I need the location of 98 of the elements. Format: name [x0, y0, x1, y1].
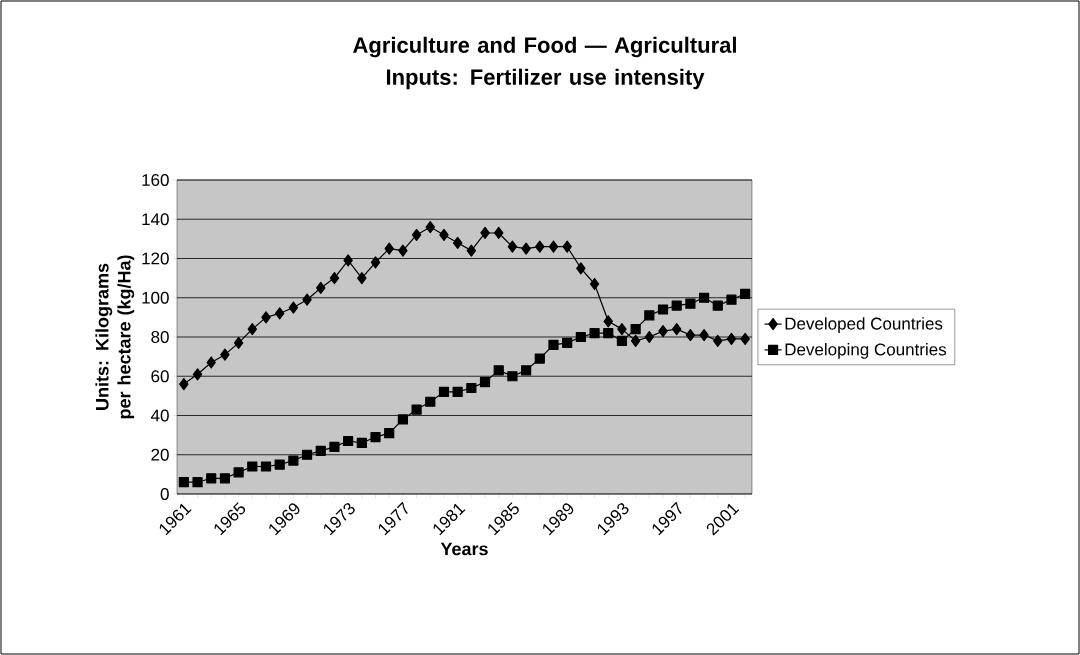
y-tick-label: 60 — [151, 370, 169, 383]
point — [644, 330, 655, 344]
point — [357, 272, 367, 285]
point — [521, 242, 531, 255]
point — [220, 348, 230, 361]
point — [247, 323, 258, 336]
point — [398, 244, 408, 257]
point — [384, 428, 395, 439]
point — [452, 236, 463, 249]
point — [192, 477, 203, 488]
y-axis-title: Units: Kilograms per hectare (kg/Ha) — [95, 255, 135, 419]
point — [316, 281, 326, 295]
point — [411, 228, 422, 242]
y-tick-label: 0 — [160, 487, 169, 501]
y-tick-label: 160 — [142, 173, 169, 187]
point — [479, 377, 491, 388]
point — [425, 220, 435, 234]
point — [713, 334, 723, 348]
point — [439, 228, 449, 242]
point — [685, 328, 696, 342]
point — [315, 445, 326, 456]
point — [562, 240, 572, 253]
y-tick-label: 100 — [142, 291, 169, 304]
x-axis-title: Years — [440, 542, 488, 556]
point — [233, 336, 244, 349]
point — [411, 404, 422, 415]
point — [438, 386, 450, 398]
point — [370, 431, 381, 443]
point — [466, 382, 477, 394]
point — [425, 396, 436, 407]
point — [329, 272, 340, 285]
y-tick-label: 140 — [142, 213, 169, 226]
point — [603, 327, 614, 339]
point — [192, 368, 203, 381]
point — [206, 473, 217, 484]
point — [575, 331, 586, 343]
point — [617, 323, 627, 336]
point — [480, 226, 490, 240]
point — [658, 325, 668, 338]
point — [260, 461, 272, 472]
point — [726, 294, 737, 305]
point — [274, 459, 285, 470]
point — [726, 332, 737, 346]
point — [740, 288, 751, 299]
point — [740, 332, 750, 346]
point — [233, 467, 244, 478]
point — [397, 414, 408, 425]
chart-title: Agriculture and Food — Agricultural Inputs: Fertilizer use intensity — [353, 36, 736, 90]
point — [657, 304, 669, 315]
point — [343, 254, 353, 267]
point — [494, 226, 504, 240]
point — [630, 334, 641, 348]
point — [644, 310, 655, 321]
legend-label: Developing Countries — [785, 342, 947, 359]
point — [288, 301, 299, 314]
point — [699, 328, 709, 342]
point — [370, 256, 381, 269]
point — [219, 473, 231, 484]
point — [562, 337, 573, 348]
y-tick-label: 20 — [151, 448, 169, 461]
point — [274, 307, 285, 320]
point — [630, 324, 641, 335]
point — [384, 242, 394, 255]
point — [548, 240, 559, 253]
point — [671, 323, 682, 336]
point — [493, 365, 504, 376]
point — [343, 435, 354, 447]
point — [178, 477, 189, 488]
point — [206, 356, 216, 369]
point — [507, 240, 518, 253]
y-tick-label: 80 — [151, 330, 169, 344]
point — [548, 339, 559, 350]
point — [247, 461, 258, 472]
point — [179, 377, 189, 391]
point — [698, 292, 710, 303]
point — [535, 240, 545, 253]
point — [356, 437, 367, 449]
point — [603, 315, 613, 328]
point — [521, 365, 532, 376]
point — [589, 277, 600, 291]
point — [534, 353, 545, 364]
point — [685, 298, 696, 309]
point — [589, 327, 600, 339]
point — [301, 449, 313, 460]
y-tick-label: 40 — [150, 409, 169, 422]
point — [576, 262, 586, 275]
point — [507, 371, 518, 382]
point — [452, 386, 463, 398]
point — [288, 455, 299, 466]
point — [712, 300, 723, 311]
point — [671, 300, 682, 311]
point — [261, 311, 271, 324]
point — [466, 244, 477, 257]
point — [302, 293, 312, 306]
point — [329, 441, 340, 452]
legend-label: Developed Countries — [785, 317, 943, 334]
point — [616, 335, 628, 347]
y-tick-label: 120 — [142, 252, 169, 265]
